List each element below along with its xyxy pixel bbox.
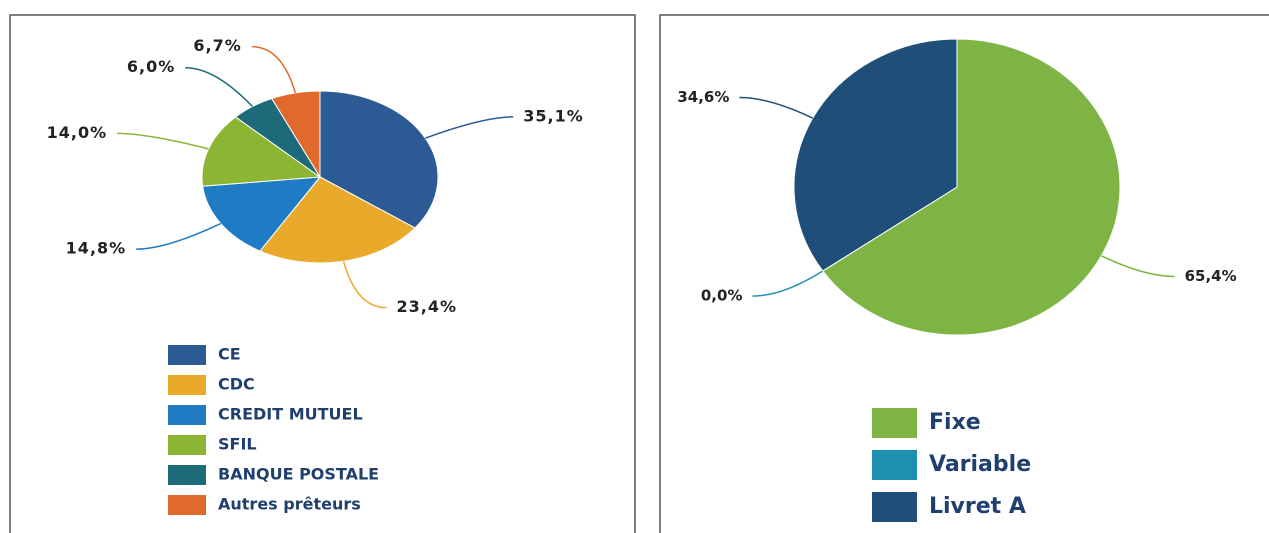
legend-label: Autres prêteurs (218, 495, 361, 514)
leader-line (1100, 255, 1175, 278)
legend-label: BANQUE POSTALE (218, 465, 379, 484)
data-label: 35,1% (523, 106, 584, 125)
legend-label: Variable (929, 452, 1031, 477)
legend-swatch (168, 405, 206, 425)
legend-label: CE (218, 345, 241, 364)
leader-line (425, 116, 514, 139)
leader-line (136, 222, 222, 250)
legend-label: SFIL (218, 435, 257, 454)
legend-label: CREDIT MUTUEL (218, 405, 363, 424)
data-label: 6,0% (127, 57, 175, 76)
data-label: 6,7% (193, 36, 241, 55)
legend-swatch (872, 492, 917, 522)
legend-swatch (168, 465, 206, 485)
leader-line (117, 132, 209, 150)
legend-swatch (168, 495, 206, 515)
data-label: 0,0% (701, 287, 743, 305)
legend-swatch (168, 345, 206, 365)
legend-label: Livret A (929, 494, 1026, 519)
leader-line (185, 66, 253, 108)
legend-swatch (872, 450, 917, 480)
legend-label: Fixe (929, 410, 981, 435)
legend-swatch (168, 375, 206, 395)
pie-slice (202, 176, 322, 252)
data-label: 65,4% (1185, 267, 1237, 285)
legend-swatch (872, 408, 917, 438)
panel (9, 14, 636, 533)
leader-line (739, 96, 814, 119)
pie-slice (201, 116, 322, 187)
data-label: 23,4% (397, 297, 458, 316)
legend-label: CDC (218, 375, 255, 394)
data-label: 14,0% (47, 123, 108, 142)
pie-slice (822, 38, 1121, 336)
pie-slice (319, 90, 439, 229)
data-label: 34,6% (677, 88, 729, 106)
leader-line (752, 270, 824, 297)
leader-line (251, 45, 297, 94)
panel (659, 14, 1269, 533)
leader-line (342, 261, 387, 309)
data-label: 14,8% (66, 239, 127, 258)
legend-swatch (168, 435, 206, 455)
